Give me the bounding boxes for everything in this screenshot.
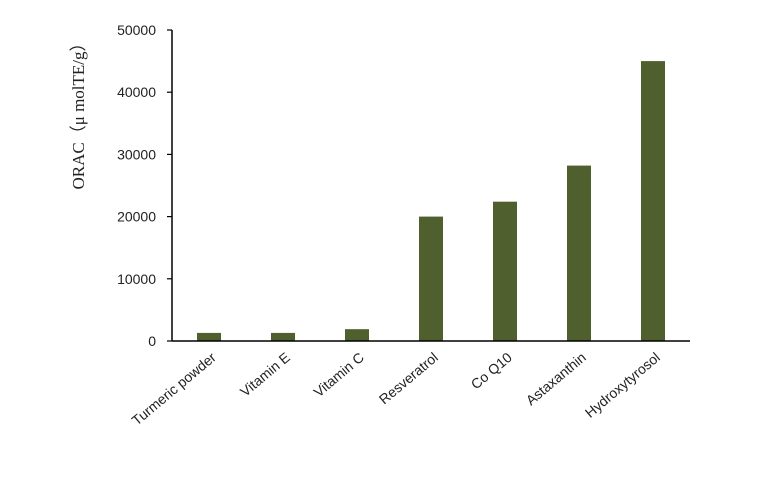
y-tick-label: 50000 (117, 22, 156, 38)
y-axis: 0 10000 20000 30000 40000 50000 (117, 22, 173, 349)
y-tick-label: 20000 (117, 209, 156, 225)
bar (419, 216, 443, 341)
bars-group (197, 61, 665, 341)
bar (493, 201, 517, 341)
x-axis: Turmeric powder Vitamin E Vitamin C Resvera… (129, 340, 690, 429)
bar (641, 61, 665, 341)
x-tick-label: Vitamin E (237, 349, 293, 400)
y-tick-label: 40000 (117, 84, 156, 100)
bar (197, 332, 221, 341)
x-tick-label: Co Q10 (468, 349, 515, 392)
bar (345, 329, 369, 341)
x-tick-label: Hydroxytyrosol (582, 349, 663, 421)
bar (567, 165, 591, 341)
x-tick-label: Resveratrol (376, 349, 441, 407)
x-tick-label: Turmeric powder (129, 349, 220, 429)
y-tick-label: 30000 (117, 146, 156, 162)
bar (271, 332, 295, 341)
x-tick-label: Astaxanthin (523, 349, 589, 408)
x-tick-label: Vitamin C (310, 349, 367, 400)
y-axis-title: ORAC（μ molTE/g） (69, 34, 88, 189)
y-tick-label: 0 (148, 333, 156, 349)
y-tick-label: 10000 (117, 271, 156, 287)
